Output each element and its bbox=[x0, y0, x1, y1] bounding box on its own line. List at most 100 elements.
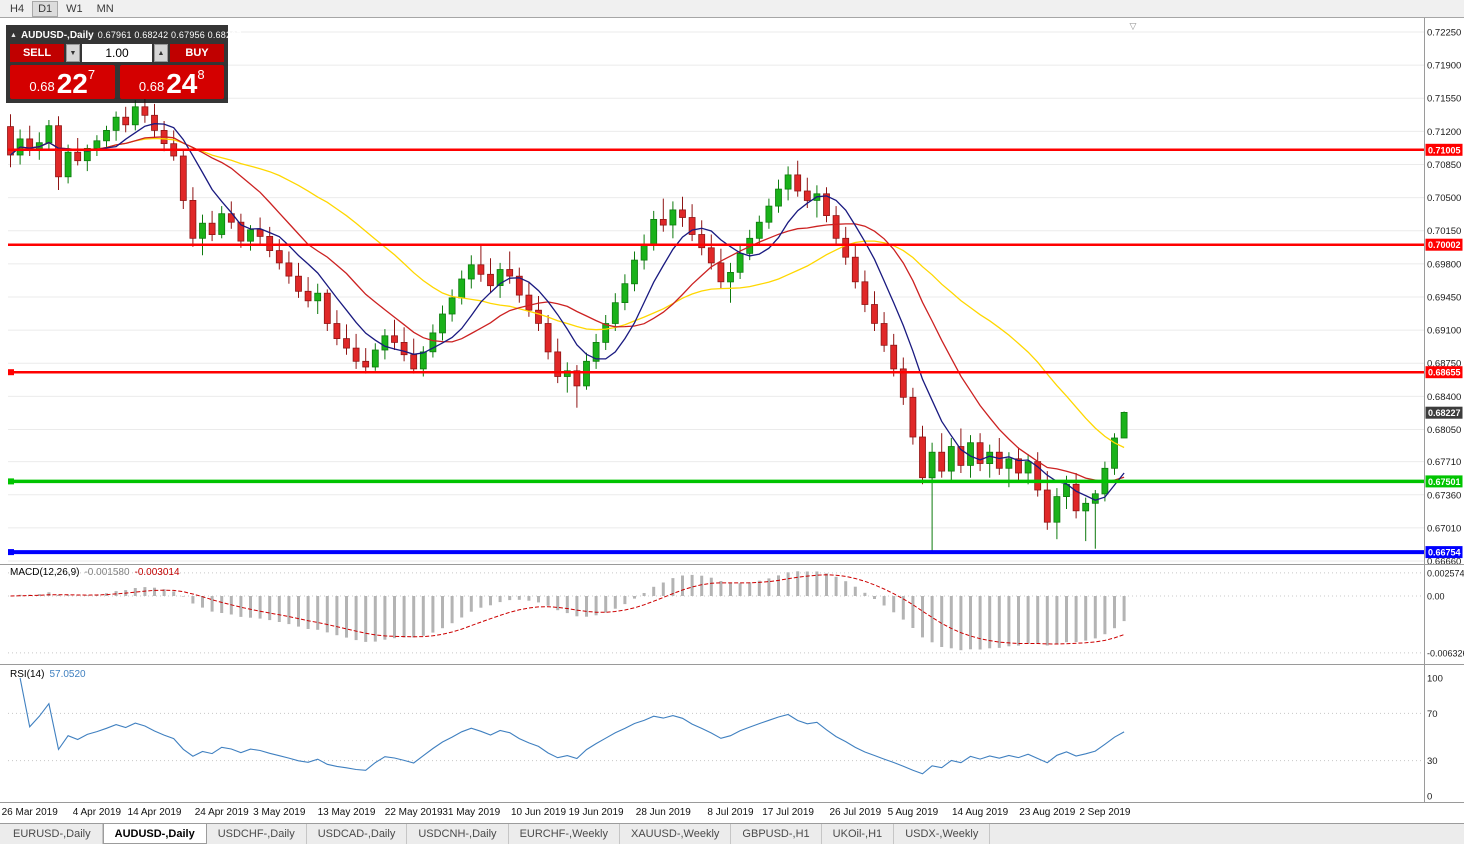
candle-body bbox=[544, 323, 552, 353]
date-axis-label: 28 Jun 2019 bbox=[636, 807, 691, 818]
candle-body bbox=[602, 323, 610, 343]
level-anchor-marker[interactable] bbox=[8, 369, 14, 376]
timeframe-toolbar: H4 D1 W1 MN bbox=[0, 0, 1464, 17]
timeframe-button-h4[interactable]: H4 bbox=[10, 2, 25, 15]
chart-shift-marker-icon[interactable]: ▽ bbox=[1130, 21, 1137, 31]
panel-collapse-icon[interactable]: ▲ bbox=[10, 31, 17, 39]
candle-body bbox=[323, 292, 331, 324]
candle-body bbox=[45, 125, 53, 144]
candle-body bbox=[103, 130, 110, 142]
volume-decrease-button[interactable]: ▼ bbox=[66, 44, 80, 62]
candle-body bbox=[199, 222, 206, 239]
candle-body bbox=[131, 106, 139, 126]
rsi-axis-label: 70 bbox=[1427, 709, 1438, 720]
chart-tab-usdcad-daily[interactable]: USDCAD-,Daily bbox=[307, 824, 408, 844]
candle-body bbox=[304, 290, 312, 302]
ma-line-fast[interactable] bbox=[10, 123, 1125, 501]
candle-body bbox=[141, 106, 149, 116]
date-axis-label: 26 Mar 2019 bbox=[2, 807, 59, 818]
buy-price-pip: 8 bbox=[197, 67, 205, 82]
macd-main-value: -0.001580 bbox=[84, 567, 130, 578]
candle-body bbox=[659, 218, 667, 226]
candle-body bbox=[861, 281, 869, 305]
rsi-indicator-title: RSI(14) 57.0520 bbox=[10, 669, 86, 680]
candle-body bbox=[842, 237, 850, 258]
price-tag bbox=[1425, 546, 1463, 559]
price-tag bbox=[1425, 475, 1463, 488]
timeframe-button-w1[interactable]: W1 bbox=[66, 2, 83, 15]
date-axis-label: 17 Jul 2019 bbox=[762, 807, 814, 818]
rsi-axis-label: 0 bbox=[1427, 792, 1432, 803]
price-axis-label: 0.70500 bbox=[1427, 193, 1461, 204]
chart-tab-usdx-weekly[interactable]: USDX-,Weekly bbox=[894, 824, 991, 844]
macd-signal-line bbox=[10, 574, 1125, 645]
price-axis-label: 0.72250 bbox=[1427, 28, 1461, 39]
candle-body bbox=[227, 213, 235, 223]
timeframe-button-d1[interactable]: D1 bbox=[32, 0, 59, 17]
chart-tab-usdchf-daily[interactable]: USDCHF-,Daily bbox=[207, 824, 307, 844]
candle-body bbox=[83, 147, 91, 162]
candle-body bbox=[890, 344, 898, 370]
candle-body bbox=[803, 190, 811, 201]
candle-body bbox=[314, 292, 322, 302]
trade-controls-row: SELL ▼ ▲ BUY bbox=[10, 44, 224, 62]
candle-body bbox=[506, 269, 514, 277]
chart-tab-gbpusd-h1[interactable]: GBPUSD-,H1 bbox=[731, 824, 822, 844]
level-anchor-marker[interactable] bbox=[8, 478, 14, 485]
price-tag bbox=[1425, 143, 1463, 156]
candle-body bbox=[679, 209, 686, 218]
chart-area[interactable]: 0.72250 0.71900 0.71550 0.71200 0.70850 0.705… bbox=[0, 17, 1464, 823]
candle-body bbox=[381, 335, 389, 351]
volume-increase-button[interactable]: ▲ bbox=[154, 44, 168, 62]
price-axis-label: 0.71200 bbox=[1427, 127, 1461, 138]
chart-tab-xauusd-weekly[interactable]: XAUUSD-,Weekly bbox=[620, 824, 732, 844]
candle-body bbox=[487, 273, 494, 287]
price-chart-canvas: 0.72250 0.71900 0.71550 0.71200 0.70850 0.705… bbox=[0, 18, 1464, 818]
candle-body bbox=[727, 271, 734, 283]
price-axis-label: 0.66660 bbox=[1427, 557, 1461, 568]
price-axis-label: 0.71550 bbox=[1427, 94, 1461, 105]
price-axis-label: 0.68050 bbox=[1427, 425, 1461, 436]
candle-body bbox=[995, 451, 1003, 469]
candle-body bbox=[631, 259, 638, 285]
candle-body bbox=[986, 451, 994, 465]
candle-body bbox=[1015, 458, 1022, 474]
sell-price-button[interactable]: 0.68 22 7 bbox=[10, 65, 115, 99]
candle-body bbox=[448, 297, 456, 315]
buy-price-button[interactable]: 0.68 24 8 bbox=[119, 65, 224, 99]
candle-body bbox=[237, 221, 245, 242]
chart-tab-eurusd-daily[interactable]: EURUSD-,Daily bbox=[2, 824, 103, 844]
volume-input[interactable] bbox=[82, 44, 152, 62]
date-axis-label: 8 Jul 2019 bbox=[707, 807, 754, 818]
rsi-value: 57.0520 bbox=[49, 669, 86, 680]
price-axis-label: 0.71900 bbox=[1427, 61, 1461, 72]
date-axis-label: 2 Sep 2019 bbox=[1079, 807, 1131, 818]
macd-signal-value: -0.003014 bbox=[134, 567, 180, 578]
sell-price-pip: 7 bbox=[87, 67, 96, 82]
chart-tab-usdcnh-daily[interactable]: USDCNH-,Daily bbox=[407, 824, 509, 844]
timeframe-button-mn[interactable]: MN bbox=[96, 2, 114, 15]
price-axis-label: 0.67710 bbox=[1427, 457, 1461, 468]
chart-tab-audusd-daily[interactable]: AUDUSD-,Daily bbox=[102, 823, 207, 844]
chart-tab-ukoil-h1[interactable]: UKOil-,H1 bbox=[822, 824, 895, 844]
candle-body bbox=[1082, 502, 1090, 512]
buy-button[interactable]: BUY bbox=[170, 44, 224, 62]
candle-body bbox=[515, 275, 523, 296]
buy-price-base: 0.68 bbox=[138, 79, 165, 94]
macd-axis-label: -0.006326 bbox=[1427, 648, 1464, 658]
chart-tabbar: EURUSD-,Daily AUDUSD-,Daily USDCHF-,Daily U… bbox=[0, 823, 1464, 844]
chart-tab-eurchf-weekly[interactable]: EURCHF-,Weekly bbox=[509, 824, 620, 844]
level-anchor-marker[interactable] bbox=[8, 549, 14, 556]
candle-body bbox=[275, 250, 283, 264]
sell-button[interactable]: SELL bbox=[10, 44, 64, 62]
candle-body bbox=[1024, 461, 1032, 474]
candle-body bbox=[880, 323, 888, 346]
candle-body bbox=[93, 140, 101, 149]
candle-body bbox=[583, 360, 590, 387]
price-tag bbox=[1425, 238, 1463, 251]
date-axis-label: 31 May 2019 bbox=[442, 807, 500, 818]
ma-line-medium[interactable] bbox=[10, 136, 1125, 483]
candle-body bbox=[1111, 437, 1118, 469]
candle-body bbox=[823, 193, 830, 217]
ma-line-slow[interactable] bbox=[10, 137, 1125, 449]
